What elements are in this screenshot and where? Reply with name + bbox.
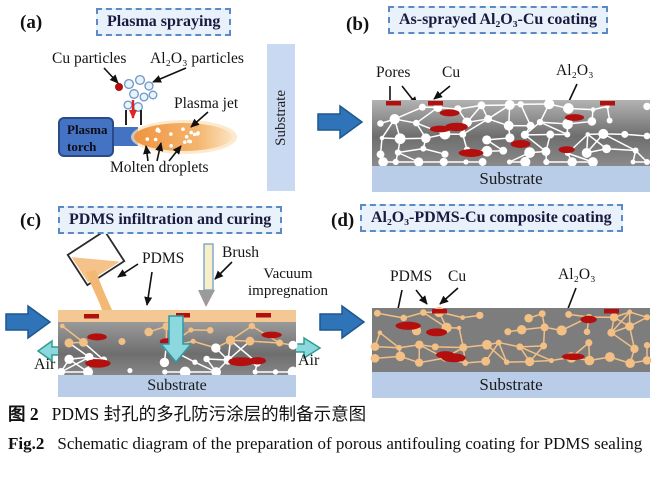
cu-particle-dot	[115, 83, 123, 91]
pouring-cup	[66, 229, 126, 287]
caption-zh-text: PDMS 封孔的多孔防污涂层的制备示意图	[51, 404, 367, 424]
panel-d-letter: (d)	[331, 210, 355, 231]
al2o3-label-b: Al₂O₃	[556, 62, 594, 79]
substrate-d-label: Substrate	[479, 375, 543, 394]
panel-a-letter: (a)	[20, 12, 43, 33]
flow-arrow-into-c	[5, 304, 52, 340]
panel-a-drawing	[103, 67, 237, 162]
panel-b-title: As-sprayed Al₂O₃-Cu coating	[388, 6, 609, 34]
label-arrows-c	[117, 261, 233, 306]
panel-c-drawing	[5, 229, 322, 363]
panel-b-letter: (b)	[346, 14, 370, 35]
brush	[198, 243, 215, 307]
substrate-b: Substrate	[372, 166, 650, 192]
powder-particles	[115, 74, 158, 112]
panel-b: (b) As-sprayed Al₂O₃-Cu coating Pores Cu…	[330, 0, 654, 200]
caption-zh-prefix: 图 2	[8, 404, 39, 424]
air-label-left: Air	[34, 356, 56, 373]
substrate-vertical: Substrate	[267, 44, 295, 191]
panel-d-title: Al₂O₃-PDMS-Cu composite coating	[360, 204, 623, 232]
al2o3-label-d: Al₂O₃	[558, 266, 596, 283]
flow-arrow-c-d	[319, 304, 366, 340]
pdms-label-d: PDMS	[390, 268, 433, 285]
molten-droplets-label: Molten droplets	[110, 159, 209, 176]
coating-c	[56, 310, 299, 378]
flow-arrow-a-b	[317, 104, 364, 140]
plasma-jet-flame	[134, 123, 232, 151]
cu-label-b: Cu	[442, 64, 461, 81]
figure-caption: 图 2 PDMS 封孔的多孔防污涂层的制备示意图 Fig.2 Schematic d…	[8, 401, 648, 457]
panel-c: (c) PDMS infiltration and curing PDMS Br…	[0, 200, 330, 400]
caption-en-text: Schematic diagram of the preparation of …	[57, 434, 643, 453]
coating-d	[370, 306, 652, 372]
pdms-stream	[86, 270, 112, 310]
brush-label: Brush	[222, 244, 260, 261]
panel-c-title: PDMS infiltration and curing	[58, 206, 283, 234]
panel-a-title: Plasma spraying	[96, 8, 232, 36]
vacuum-impregnation-label: Vacuum impregnation	[248, 266, 328, 300]
caption-en-prefix: Fig.2	[8, 434, 45, 453]
torch-nozzle	[112, 127, 138, 146]
substrate-vertical-label: Substrate	[272, 89, 289, 146]
substrate-d: Substrate	[372, 372, 650, 398]
panel-c-letter: (c)	[20, 210, 42, 231]
plasma-torch: Plasma torch	[58, 117, 114, 157]
al2o3-particles-label: Al₂O₃ particles	[150, 50, 244, 67]
molten-droplet-dots	[145, 127, 200, 148]
caption-chinese: 图 2 PDMS 封孔的多孔防污涂层的制备示意图	[8, 401, 648, 426]
panel-a: (a) Plasma spraying Cu particles Al₂O₃ p…	[0, 0, 330, 200]
pdms-label-c: PDMS	[142, 250, 185, 267]
coating-b	[372, 98, 651, 168]
caption-english: Fig.2 Schematic diagram of the preparatio…	[8, 431, 648, 457]
plasma-jet-label: Plasma jet	[174, 95, 239, 112]
air-label-right: Air	[298, 352, 320, 369]
panel-d: (d) Al₂O₃-PDMS-Cu composite coating PDMS…	[330, 200, 654, 400]
al2o3-particle-dots	[123, 74, 158, 112]
label-arrows-a	[103, 67, 209, 162]
cu-particles-label: Cu particles	[52, 50, 127, 67]
infiltration-down-arrow	[159, 315, 193, 364]
cu-label-d: Cu	[448, 268, 467, 285]
substrate-c: Substrate	[58, 375, 296, 397]
pores-label: Pores	[376, 64, 411, 81]
substrate-c-label: Substrate	[147, 377, 207, 394]
substrate-b-label: Substrate	[479, 169, 543, 188]
